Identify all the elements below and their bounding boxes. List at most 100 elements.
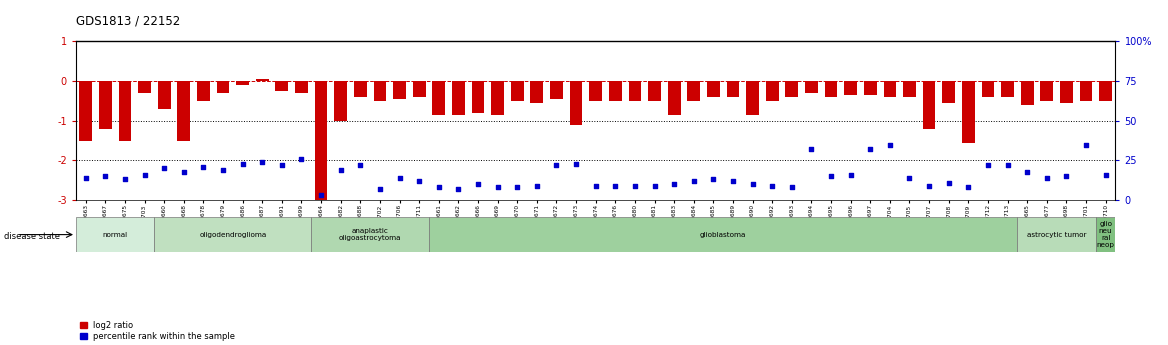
Bar	[119, 81, 131, 141]
Bar	[452, 81, 465, 115]
Point	[332, 167, 350, 173]
Point	[214, 167, 232, 173]
Text: normal: normal	[103, 231, 127, 238]
Point	[292, 156, 311, 161]
Bar	[354, 81, 367, 97]
Bar	[76, 217, 154, 252]
Point	[390, 175, 409, 181]
Bar	[312, 217, 429, 252]
Bar	[864, 81, 877, 95]
Legend: log2 ratio, percentile rank within the sample: log2 ratio, percentile rank within the s…	[81, 321, 236, 341]
Text: GDS1813 / 22152: GDS1813 / 22152	[76, 14, 180, 28]
Point	[1057, 174, 1076, 179]
Point	[96, 174, 114, 179]
Point	[841, 172, 860, 177]
Bar	[825, 81, 837, 97]
Point	[724, 178, 743, 184]
Text: anaplastic
oligoastrocytoma: anaplastic oligoastrocytoma	[339, 228, 402, 241]
Bar	[903, 81, 916, 97]
Point	[684, 178, 703, 184]
Bar	[334, 81, 347, 121]
Bar	[1041, 81, 1054, 101]
Point	[350, 162, 369, 168]
Point	[547, 162, 565, 168]
Point	[194, 164, 213, 169]
Bar	[628, 81, 641, 101]
Point	[76, 175, 95, 181]
Bar	[236, 81, 249, 85]
Bar	[1061, 81, 1072, 103]
Point	[645, 183, 663, 189]
Bar	[1099, 81, 1112, 101]
Point	[253, 159, 272, 165]
Bar	[492, 81, 503, 115]
Bar	[805, 81, 818, 93]
Point	[606, 183, 625, 189]
Bar	[923, 81, 936, 129]
Point	[999, 162, 1017, 168]
Text: astrocytic tumor: astrocytic tumor	[1027, 231, 1086, 238]
Bar	[1096, 217, 1115, 252]
Bar	[178, 81, 190, 141]
Point	[919, 183, 938, 189]
Point	[1017, 169, 1036, 174]
Bar	[844, 81, 857, 95]
Point	[116, 177, 134, 182]
Point	[1077, 142, 1096, 147]
Point	[586, 183, 605, 189]
Bar	[962, 81, 975, 142]
Point	[665, 181, 683, 187]
Bar	[314, 81, 327, 200]
Text: disease state: disease state	[4, 232, 60, 241]
Bar	[158, 81, 171, 109]
Bar	[688, 81, 700, 101]
Point	[979, 162, 997, 168]
Point	[449, 186, 467, 192]
Bar	[609, 81, 621, 101]
Bar	[785, 81, 798, 97]
Bar	[943, 81, 955, 103]
Bar	[429, 217, 1017, 252]
Bar	[726, 81, 739, 97]
Point	[488, 185, 507, 190]
Point	[234, 161, 252, 166]
Bar	[668, 81, 681, 115]
Point	[312, 193, 331, 198]
Point	[783, 185, 801, 190]
Bar	[530, 81, 543, 103]
Point	[802, 147, 821, 152]
Bar	[79, 81, 92, 141]
Point	[861, 147, 880, 152]
Bar	[1079, 81, 1092, 101]
Bar	[154, 217, 312, 252]
Point	[763, 183, 781, 189]
Bar	[590, 81, 602, 101]
Text: oligodendroglioma: oligodendroglioma	[200, 231, 266, 238]
Bar	[296, 81, 308, 93]
Bar	[99, 81, 112, 129]
Point	[528, 183, 547, 189]
Bar	[197, 81, 210, 101]
Point	[626, 183, 645, 189]
Point	[468, 181, 487, 187]
Bar	[394, 81, 406, 99]
Bar	[883, 81, 896, 97]
Bar	[648, 81, 661, 101]
Bar	[1001, 81, 1014, 97]
Bar	[276, 81, 288, 91]
Bar	[510, 81, 523, 101]
Point	[939, 180, 958, 185]
Bar	[570, 81, 583, 125]
Point	[822, 174, 841, 179]
Bar	[216, 81, 229, 93]
Bar	[472, 81, 485, 113]
Bar	[981, 81, 994, 97]
Point	[430, 185, 449, 190]
Point	[174, 169, 193, 174]
Text: glioblastoma: glioblastoma	[700, 231, 746, 238]
Point	[155, 166, 174, 171]
Point	[704, 177, 723, 182]
Point	[1097, 172, 1115, 177]
Point	[566, 161, 585, 166]
Bar	[746, 81, 759, 115]
